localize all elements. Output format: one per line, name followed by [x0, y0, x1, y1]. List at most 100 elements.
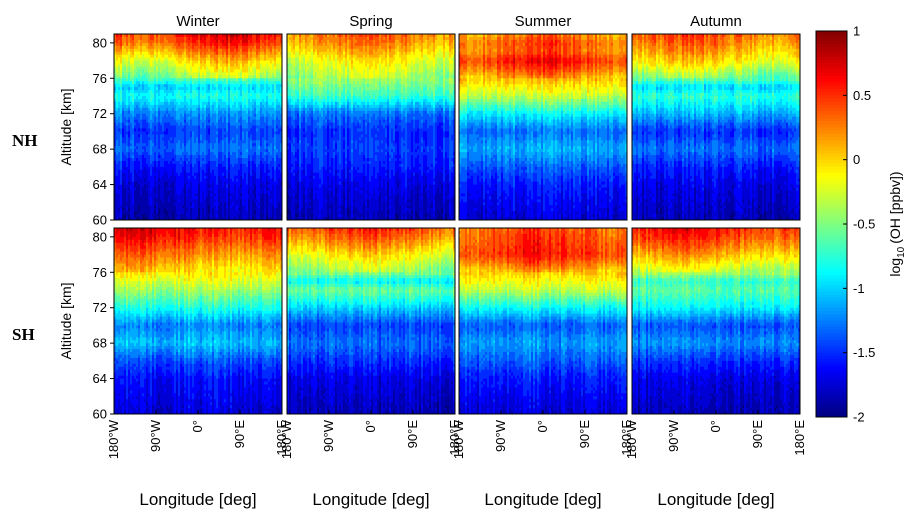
heat-cell — [138, 176, 140, 179]
heat-cell — [218, 164, 220, 167]
heat-cell — [124, 78, 126, 81]
heat-cell — [194, 164, 196, 167]
heat-cell — [188, 164, 190, 167]
heat-cell — [158, 40, 160, 43]
heat-cell — [144, 193, 146, 196]
heat-cell — [222, 137, 224, 140]
heat-cell — [166, 211, 168, 214]
heat-cell — [140, 146, 142, 149]
heat-cell — [154, 199, 156, 202]
heat-cell — [168, 152, 170, 155]
heat-cell — [160, 211, 162, 214]
heat-cell — [164, 102, 166, 105]
heat-cell — [156, 161, 158, 164]
heat-cell — [142, 99, 144, 102]
heat-cell — [170, 161, 172, 164]
heat-cell — [122, 140, 124, 143]
heat-cell — [144, 93, 146, 96]
heat-cell — [152, 205, 154, 208]
heat-cell — [220, 46, 222, 49]
heat-cell — [214, 99, 216, 102]
heat-cell — [224, 61, 226, 64]
heat-cell — [158, 167, 160, 170]
heat-cell — [200, 179, 202, 182]
heat-cell — [122, 211, 124, 214]
heat-cell — [214, 131, 216, 134]
heat-cell — [180, 55, 182, 58]
heat-cell — [206, 126, 208, 129]
heat-cell — [162, 205, 164, 208]
heat-cell — [134, 93, 136, 96]
heat-cell — [120, 176, 122, 179]
heat-cell — [216, 43, 218, 46]
heat-cell — [220, 185, 222, 188]
heat-cell — [150, 126, 152, 129]
heat-cell — [168, 146, 170, 149]
heat-cell — [222, 111, 224, 114]
heat-cell — [128, 90, 130, 93]
heat-cell — [136, 52, 138, 55]
heat-cell — [196, 170, 198, 173]
heat-cell — [186, 199, 188, 202]
heat-cell — [140, 155, 142, 158]
heat-cell — [170, 167, 172, 170]
heat-cell — [190, 108, 192, 111]
heat-cell — [142, 158, 144, 161]
heat-cell — [152, 52, 154, 55]
heat-cell — [140, 81, 142, 84]
heat-cell — [206, 46, 208, 49]
heat-cell — [158, 155, 160, 158]
heat-cell — [148, 81, 150, 84]
heat-cell — [152, 93, 154, 96]
heat-cell — [174, 84, 176, 87]
heat-cell — [146, 114, 148, 117]
heat-cell — [156, 146, 158, 149]
heat-cell — [182, 167, 184, 170]
heat-cell — [136, 158, 138, 161]
heat-cell — [168, 72, 170, 75]
heat-cell — [134, 199, 136, 202]
heat-cell — [174, 69, 176, 72]
heat-cell — [210, 108, 212, 111]
heat-cell — [176, 66, 178, 69]
heat-cell — [170, 185, 172, 188]
heat-cell — [148, 58, 150, 61]
heat-cell — [134, 84, 136, 87]
heat-cell — [188, 137, 190, 140]
heat-cell — [126, 161, 128, 164]
heat-cell — [132, 58, 134, 61]
heat-cell — [120, 152, 122, 155]
heat-cell — [180, 111, 182, 114]
heat-cell — [200, 111, 202, 114]
heat-cell — [136, 131, 138, 134]
heat-cell — [160, 108, 162, 111]
heat-cell — [156, 128, 158, 131]
heat-cell — [202, 96, 204, 99]
heat-cell — [184, 96, 186, 99]
heat-cell — [212, 161, 214, 164]
heat-cell — [204, 185, 206, 188]
heat-cell — [144, 90, 146, 93]
heat-cell — [212, 37, 214, 40]
heat-cell — [120, 114, 122, 117]
heat-cell — [122, 176, 124, 179]
heat-cell — [146, 140, 148, 143]
heat-cell — [196, 123, 198, 126]
heat-cell — [220, 102, 222, 105]
heat-cell — [190, 61, 192, 64]
heat-cell — [176, 78, 178, 81]
heat-cell — [218, 58, 220, 61]
heat-cell — [218, 155, 220, 158]
heat-cell — [152, 90, 154, 93]
heat-cell — [216, 40, 218, 43]
heat-cell — [152, 173, 154, 176]
heat-cell — [138, 87, 140, 90]
heat-cell — [122, 64, 124, 67]
heat-cell — [188, 170, 190, 173]
heat-cell — [182, 43, 184, 46]
heat-cell — [150, 214, 152, 217]
heat-cell — [134, 167, 136, 170]
heat-cell — [174, 193, 176, 196]
heat-cell — [120, 161, 122, 164]
heat-cell — [192, 40, 194, 43]
